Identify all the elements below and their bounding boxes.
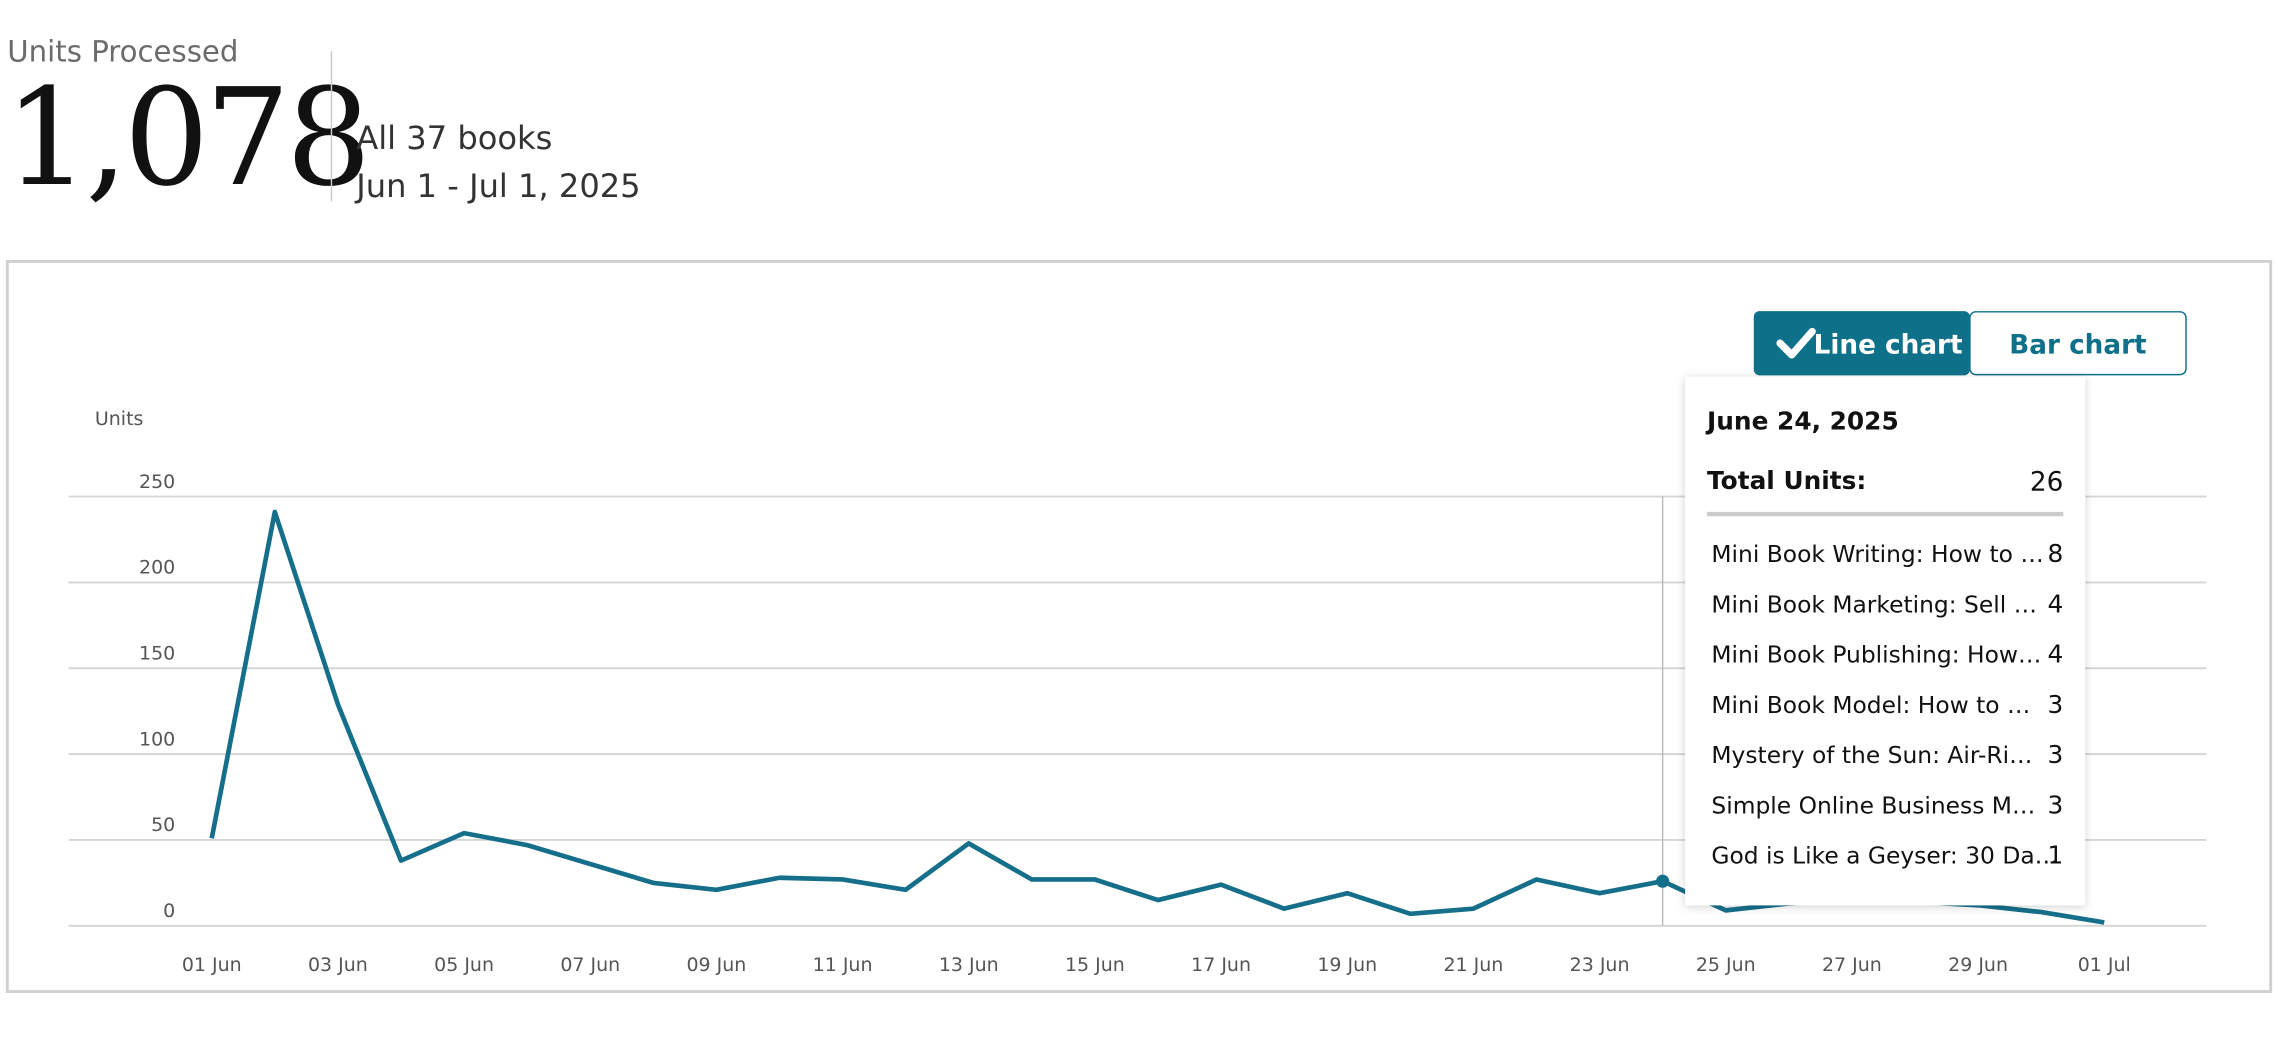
bar-chart-button[interactable] bbox=[1969, 311, 2187, 376]
bar-chart-label[interactable]: Bar chart bbox=[2009, 330, 2146, 360]
y-axis-label: Units bbox=[95, 408, 144, 430]
y-tick-label: 200 bbox=[139, 557, 175, 579]
tooltip-item-name: Mini Book Publishing: How… bbox=[1711, 641, 2041, 669]
tooltip-total: 26 bbox=[2030, 468, 2063, 498]
x-tick-label: 01 Jun bbox=[182, 954, 242, 976]
tooltip-item-name: God is Like a Geyser: 30 Da… bbox=[1711, 842, 2058, 870]
hover-point bbox=[1656, 874, 1670, 888]
tooltip-item-value: 4 bbox=[2048, 640, 2064, 669]
tooltip-item-name: Mini Book Marketing: Sell … bbox=[1711, 590, 2037, 618]
tooltip-date: June 24, 2025 bbox=[1705, 406, 1899, 435]
check-icon bbox=[1776, 327, 1816, 359]
x-tick-label: 11 Jun bbox=[813, 954, 873, 976]
x-tick-label: 03 Jun bbox=[308, 954, 368, 976]
metric-title: Units Processed bbox=[7, 34, 238, 68]
tooltip-item-value: 1 bbox=[2048, 841, 2064, 870]
line-chart-label[interactable]: Line chart bbox=[1814, 330, 1963, 360]
y-tick-label: 100 bbox=[139, 728, 175, 750]
tooltip-item-value: 3 bbox=[2048, 740, 2064, 769]
y-tick-label: 150 bbox=[139, 642, 175, 664]
x-tick-label: 23 Jun bbox=[1570, 954, 1630, 976]
scope: All 37 books bbox=[356, 119, 552, 157]
y-tick-label: 0 bbox=[163, 900, 175, 922]
tooltip-item-value: 4 bbox=[2048, 589, 2064, 618]
y-tick-label: 250 bbox=[139, 471, 175, 493]
x-tick-label: 21 Jun bbox=[1443, 954, 1503, 976]
tooltip: June 24, 2025 Total Units: 26 Mini Book … bbox=[1685, 376, 2086, 906]
y-tick-label: 50 bbox=[151, 814, 175, 836]
x-tick-label: 15 Jun bbox=[1065, 954, 1125, 976]
tooltip-item-value: 3 bbox=[2048, 790, 2064, 819]
tooltip-item-name: Mystery of the Sun: Air-Ri… bbox=[1711, 741, 2032, 769]
x-tick-label: 19 Jun bbox=[1317, 954, 1377, 976]
x-tick-label: 25 Jun bbox=[1696, 954, 1756, 976]
tooltip-item-value: 8 bbox=[2048, 539, 2064, 568]
tooltip-item-name: Mini Book Model: How to … bbox=[1711, 691, 2030, 719]
tooltip-total-label: Total Units: bbox=[1707, 466, 1866, 495]
x-tick-label: 13 Jun bbox=[939, 954, 999, 976]
toggle: Line chart Bar chart bbox=[1753, 311, 2187, 376]
tooltip-item-name: Simple Online Business M… bbox=[1711, 791, 2035, 819]
tooltip-item-value: 3 bbox=[2048, 690, 2064, 719]
x-tick-label: 05 Jun bbox=[434, 954, 494, 976]
tooltip-box bbox=[1685, 376, 2086, 906]
line-chart-button[interactable] bbox=[1753, 311, 1970, 376]
tooltip-item-name: Mini Book Writing: How to … bbox=[1711, 540, 2043, 568]
x-tick-label: 01 Jul bbox=[2078, 954, 2131, 976]
x-tick-label: 09 Jun bbox=[686, 954, 746, 976]
metric-total: 1,078 bbox=[4, 59, 367, 216]
x-tick-label: 27 Jun bbox=[1822, 954, 1882, 976]
date-range: Jun 1 - Jul 1, 2025 bbox=[354, 167, 640, 205]
chart-frame bbox=[5, 259, 2273, 994]
x-tick-label: 17 Jun bbox=[1191, 954, 1251, 976]
x-tick-label: 29 Jun bbox=[1948, 954, 2008, 976]
x-tick-label: 07 Jun bbox=[560, 954, 620, 976]
